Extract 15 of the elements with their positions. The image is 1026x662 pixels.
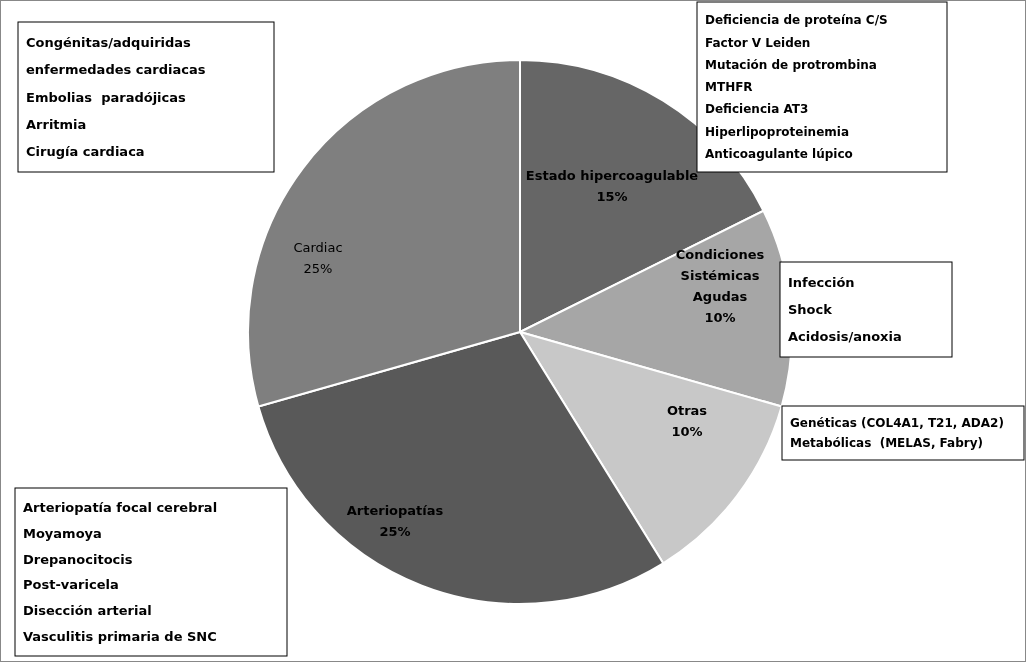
data-label: 25% [379, 523, 411, 539]
slice-label: Otras [666, 402, 708, 418]
data-label: 25% [303, 260, 333, 276]
slice-label: Cardiac [293, 239, 343, 255]
text: Infección Shock Acidosis/anoxia [788, 275, 902, 345]
text: Arteriopatía focal cerebral Moyamoya Drepanocitocis Post-varicela Disección arterial Vasculitis primaria de SNC [23, 500, 218, 644]
text: Deficiencia de proteína C/S Factor V Leiden Mutación de protrombina MTHFR Deficiencia AT3 Hiperlipoproteinemia Anticoagulante lúpico [705, 13, 888, 162]
text: Congénitas/adquiridas enfermedades cardiacas Embolias paradójicas Arritmia Cirugía cardiaca [26, 35, 206, 159]
slice-label: Estado hipercoagulable [525, 167, 699, 183]
text: Genéticas (COL4A1, T21, ADA2) Metabólicas (MELAS, Fabry) [790, 416, 1004, 451]
slice-label: Arteriopatías [346, 502, 444, 518]
data-label: 10% [671, 423, 703, 439]
slice-label: Condiciones Sistémicas Agudas [675, 246, 765, 304]
data-label: 15% [596, 188, 628, 204]
data-label: 10% [704, 309, 736, 325]
